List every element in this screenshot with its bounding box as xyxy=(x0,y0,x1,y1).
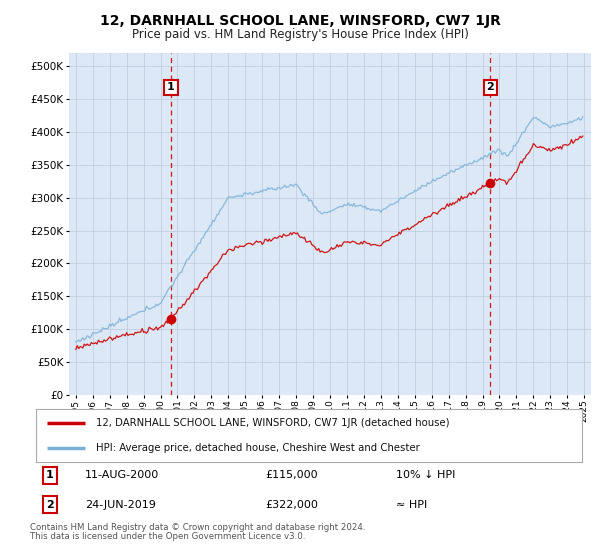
Text: 10% ↓ HPI: 10% ↓ HPI xyxy=(397,470,456,480)
Text: 24-JUN-2019: 24-JUN-2019 xyxy=(85,500,156,510)
Text: 12, DARNHALL SCHOOL LANE, WINSFORD, CW7 1JR (detached house): 12, DARNHALL SCHOOL LANE, WINSFORD, CW7 … xyxy=(96,418,449,428)
Text: Contains HM Land Registry data © Crown copyright and database right 2024.: Contains HM Land Registry data © Crown c… xyxy=(30,523,365,532)
Text: £322,000: £322,000 xyxy=(265,500,318,510)
Text: £115,000: £115,000 xyxy=(265,470,318,480)
Text: 12, DARNHALL SCHOOL LANE, WINSFORD, CW7 1JR: 12, DARNHALL SCHOOL LANE, WINSFORD, CW7 … xyxy=(100,14,500,28)
Text: 2: 2 xyxy=(46,500,53,510)
Text: This data is licensed under the Open Government Licence v3.0.: This data is licensed under the Open Gov… xyxy=(30,532,305,541)
Text: 1: 1 xyxy=(167,82,175,92)
Text: 2: 2 xyxy=(487,82,494,92)
Text: ≈ HPI: ≈ HPI xyxy=(397,500,428,510)
Text: 11-AUG-2000: 11-AUG-2000 xyxy=(85,470,160,480)
Text: HPI: Average price, detached house, Cheshire West and Chester: HPI: Average price, detached house, Ches… xyxy=(96,442,420,452)
Text: 1: 1 xyxy=(46,470,53,480)
Text: Price paid vs. HM Land Registry's House Price Index (HPI): Price paid vs. HM Land Registry's House … xyxy=(131,28,469,41)
